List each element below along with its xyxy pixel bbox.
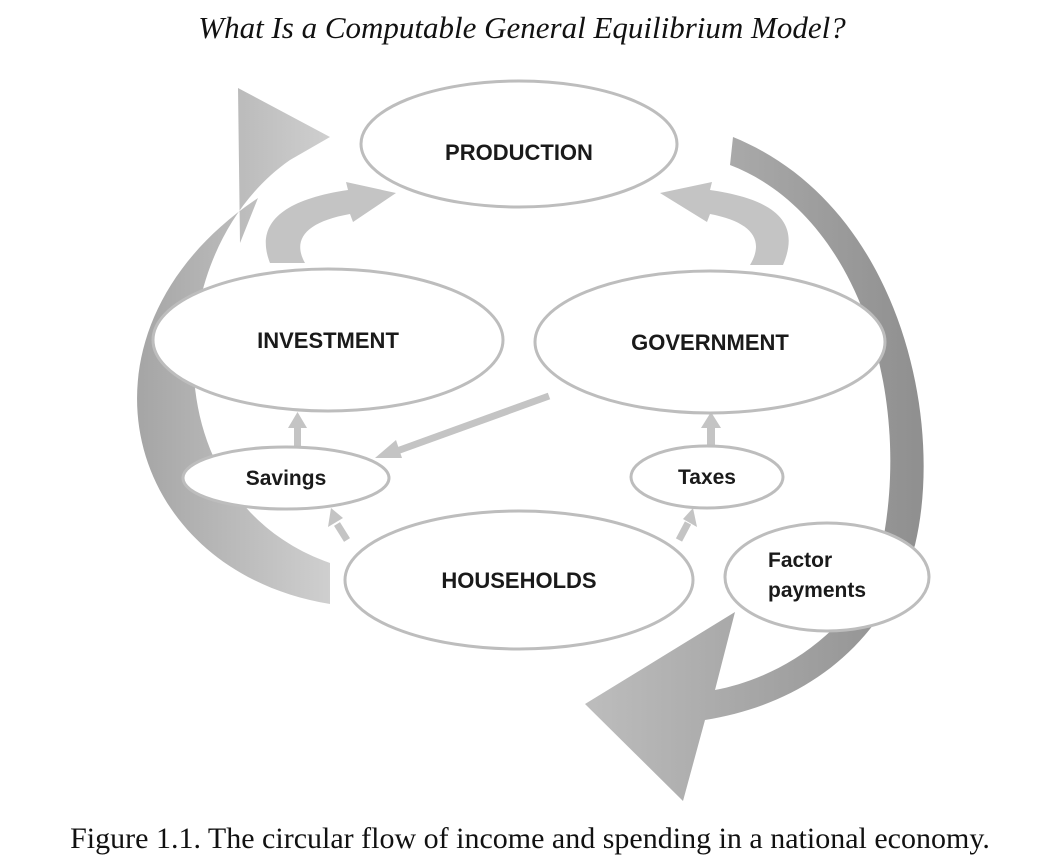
households-to-taxes-arrow bbox=[675, 508, 697, 542]
figure-caption: Figure 1.1. The circular flow of income … bbox=[70, 822, 990, 855]
factor-payments-label-line2: payments bbox=[768, 579, 866, 602]
production-node bbox=[359, 79, 679, 209]
government-node bbox=[533, 269, 887, 415]
households-node bbox=[343, 509, 695, 651]
savings-label: Savings bbox=[246, 467, 327, 490]
investment-label: INVESTMENT bbox=[257, 328, 399, 353]
production-label: PRODUCTION bbox=[445, 140, 593, 165]
taxes-to-government-arrow bbox=[701, 412, 721, 447]
production-to-households-arrow bbox=[585, 137, 924, 801]
households-to-savings-arrow bbox=[328, 508, 350, 542]
factor-payments-label-line1: Factor bbox=[768, 549, 832, 572]
government-label: GOVERNMENT bbox=[631, 330, 789, 355]
government-to-savings-arrow bbox=[375, 392, 551, 458]
investment-to-production-arrow bbox=[265, 182, 396, 263]
taxes-node bbox=[629, 444, 785, 510]
taxes-label: Taxes bbox=[678, 466, 736, 489]
investment-node bbox=[151, 267, 505, 413]
savings-to-investment-arrow bbox=[288, 412, 307, 447]
factor-payments-node bbox=[723, 521, 931, 633]
savings-node bbox=[181, 445, 391, 511]
running-head: What Is a Computable General Equilibrium… bbox=[198, 10, 846, 45]
households-label: HOUSEHOLDS bbox=[441, 568, 596, 593]
government-to-production-arrow bbox=[660, 182, 789, 265]
